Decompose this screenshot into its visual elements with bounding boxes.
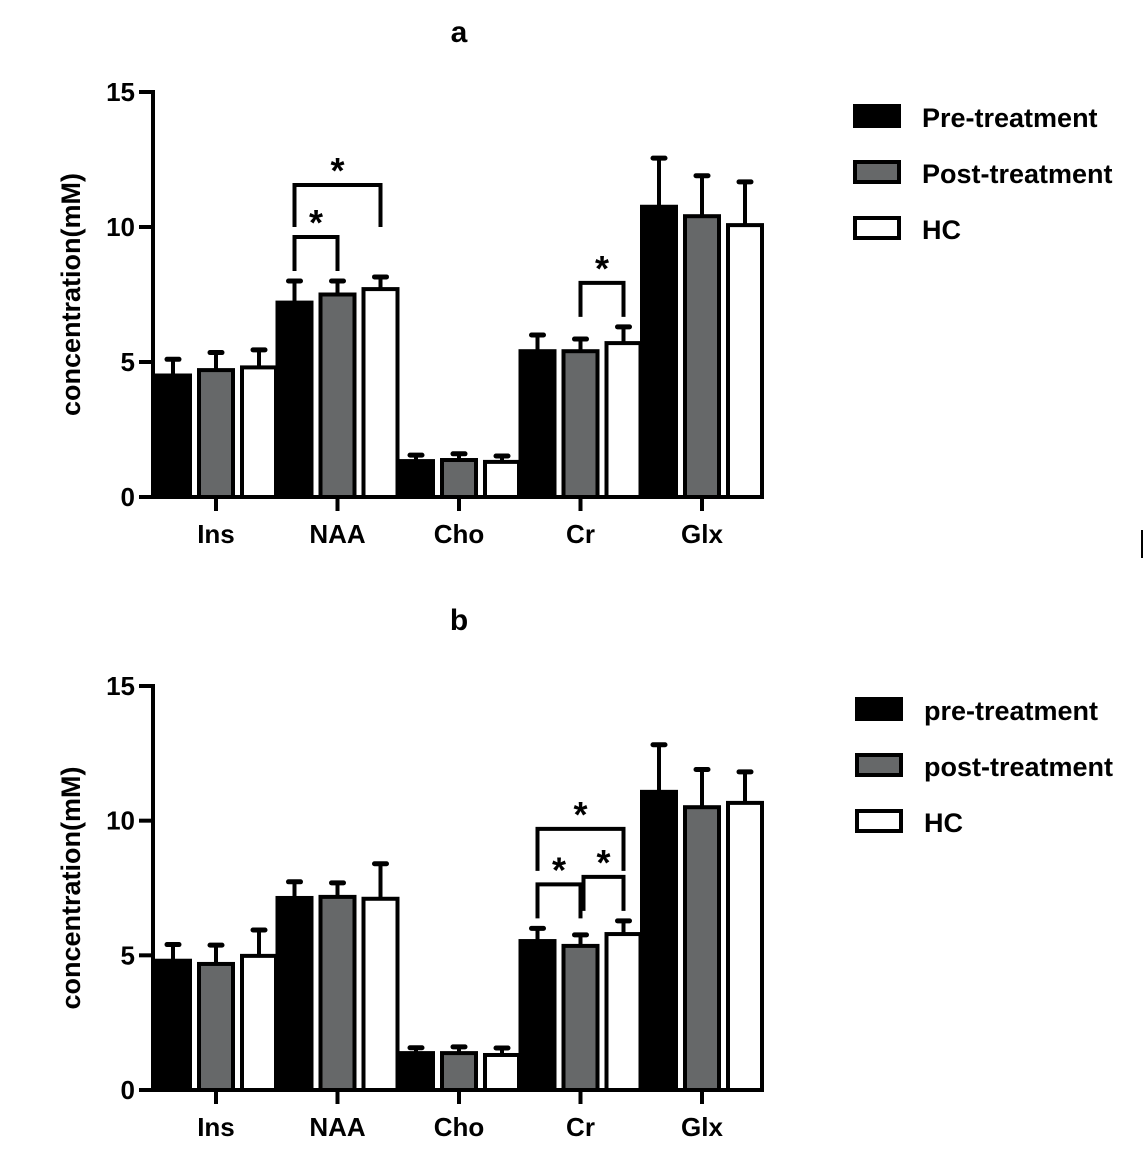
bar-pre-treatment-naa <box>275 895 314 1092</box>
bar-post-treatment-cho <box>440 1051 478 1092</box>
y-axis-label: concentration(mM) <box>56 767 86 1010</box>
significance-star: * <box>573 794 587 835</box>
x-tick-label: Glx <box>681 519 723 549</box>
legend-item: post-treatment <box>855 752 1113 782</box>
bar-pre-treatment-naa <box>275 300 314 499</box>
legend-swatch <box>853 104 901 128</box>
x-tick-label: Cho <box>434 519 485 549</box>
bar-pre-treatment-ins <box>154 373 192 499</box>
bar-hc-ins <box>240 365 278 499</box>
significance-star: * <box>309 202 323 243</box>
bar-hc-cr <box>604 341 643 499</box>
x-tick-label: Ins <box>197 519 235 549</box>
legend-label: HC <box>924 808 963 838</box>
bar-hc-cho <box>483 1052 521 1093</box>
legend-label: Pre-treatment <box>922 103 1098 133</box>
legend-label: pre-treatment <box>924 696 1098 726</box>
bar-hc-ins <box>240 953 278 1093</box>
legend-label: Post-treatment <box>922 159 1113 189</box>
legend-label: post-treatment <box>924 752 1113 782</box>
x-tick-label: Cho <box>434 1112 485 1142</box>
significance-star: * <box>552 849 566 890</box>
significance-bracket <box>581 874 626 911</box>
legend-item: Pre-treatment <box>853 103 1098 133</box>
bar-hc-glx <box>726 800 764 1093</box>
bar-hc-naa <box>361 287 400 499</box>
bar-pre-treatment-ins <box>154 958 192 1092</box>
bar-pre-treatment-cr <box>518 349 557 500</box>
legend-swatch <box>855 753 903 777</box>
x-tick-label: NAA <box>309 1112 366 1142</box>
significance-star: * <box>330 150 344 191</box>
bar-post-treatment-glx <box>683 805 721 1092</box>
significance-star: * <box>596 842 610 883</box>
bar-pre-treatment-glx <box>640 204 678 499</box>
legend-swatch <box>853 216 901 240</box>
bar-pre-treatment-cho <box>397 459 435 499</box>
bar-post-treatment-glx <box>683 214 721 499</box>
y-tick-label: 5 <box>121 347 135 377</box>
bar-hc-cr <box>604 932 643 1093</box>
significance-star: * <box>595 248 609 289</box>
bar-post-treatment-cr <box>561 943 600 1093</box>
x-tick-label: Cr <box>566 519 595 549</box>
y-tick-label: 0 <box>121 482 135 512</box>
bar-post-treatment-naa <box>318 292 357 499</box>
legend-label: HC <box>922 215 961 245</box>
bar-hc-cho <box>483 459 521 499</box>
bar-post-treatment-cr <box>561 349 600 500</box>
x-tick-label: Cr <box>566 1112 595 1142</box>
legend-swatch <box>853 160 901 184</box>
x-tick-label: Glx <box>681 1112 723 1142</box>
legend-item: pre-treatment <box>855 696 1098 726</box>
significance-bracket <box>292 235 340 271</box>
significance-bracket <box>292 182 383 227</box>
significance-bracket <box>535 826 626 871</box>
legend-item: HC <box>855 808 963 838</box>
bar-pre-treatment-glx <box>640 789 678 1093</box>
x-tick-label: Ins <box>197 1112 235 1142</box>
y-tick-label: 15 <box>106 77 135 107</box>
y-tick-label: 5 <box>121 940 135 970</box>
bar-hc-naa <box>361 896 400 1092</box>
significance-bracket <box>578 280 626 317</box>
significance-bracket <box>535 882 583 919</box>
y-axis-label: concentration(mM) <box>56 173 86 416</box>
y-tick-label: 10 <box>106 212 135 242</box>
legend-item: Post-treatment <box>853 159 1113 189</box>
bar-post-treatment-ins <box>197 961 235 1093</box>
y-tick-label: 0 <box>121 1075 135 1105</box>
legend-swatch <box>855 697 903 721</box>
y-tick-label: 10 <box>106 806 135 836</box>
bar-post-treatment-ins <box>197 368 235 500</box>
legend-swatch <box>855 809 903 833</box>
y-tick-label: 15 <box>106 671 135 701</box>
x-tick-label: NAA <box>309 519 366 549</box>
bar-hc-glx <box>726 223 764 500</box>
legend-item: HC <box>853 215 961 245</box>
bar-pre-treatment-cr <box>518 939 557 1092</box>
bar-post-treatment-cho <box>440 458 478 500</box>
bar-pre-treatment-cho <box>397 1051 435 1092</box>
bar-post-treatment-naa <box>318 894 357 1092</box>
panel-title: a <box>451 16 468 49</box>
panel-title: b <box>450 604 468 637</box>
